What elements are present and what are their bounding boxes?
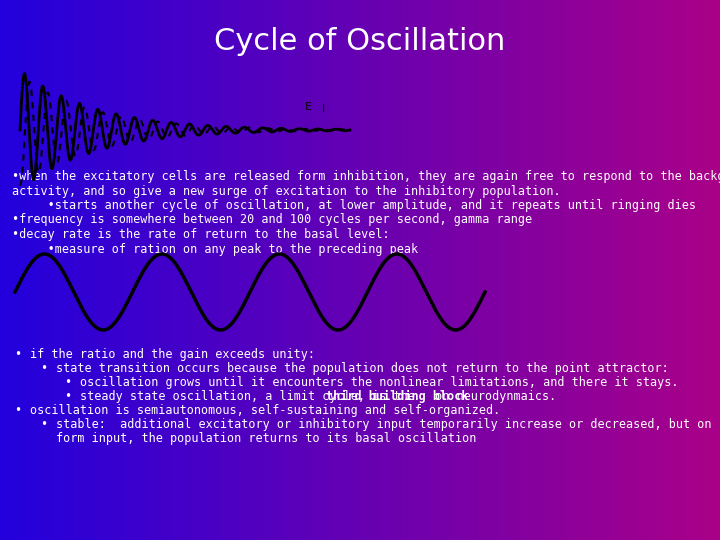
- Text: •: •: [14, 348, 21, 361]
- Text: I: I: [322, 104, 325, 114]
- Text: •when the excitatory cells are released form inhibition, they are again free to : •when the excitatory cells are released …: [12, 170, 720, 183]
- Text: third building block: third building block: [325, 390, 468, 403]
- Text: activity, and so give a new surge of excitation to the inhibitory population.: activity, and so give a new surge of exc…: [12, 185, 561, 198]
- Text: on neurodynmaics.: on neurodynmaics.: [428, 390, 557, 403]
- Text: •frequency is somewhere between 20 and 100 cycles per second, gamma range: •frequency is somewhere between 20 and 1…: [12, 213, 532, 226]
- Text: •: •: [64, 376, 71, 389]
- Text: •measure of ration on any peak to the preceding peak: •measure of ration on any peak to the pr…: [12, 242, 418, 255]
- Text: •: •: [14, 404, 21, 417]
- Text: E: E: [305, 102, 312, 112]
- Text: oscillation is semiautonomous, self-sustaining and self-organized.: oscillation is semiautonomous, self-sust…: [30, 404, 500, 417]
- Text: Cycle of Oscillation: Cycle of Oscillation: [215, 28, 505, 57]
- Text: state transition occurs because the population does not return to the point attr: state transition occurs because the popu…: [56, 362, 669, 375]
- Text: steady state oscillation, a limit cycle, is the: steady state oscillation, a limit cycle,…: [80, 390, 422, 403]
- Text: •: •: [64, 390, 71, 403]
- Text: •starts another cycle of oscillation, at lower amplitude, and it repeats until r: •starts another cycle of oscillation, at…: [12, 199, 696, 212]
- Text: •: •: [40, 362, 47, 375]
- Text: form input, the population returns to its basal oscillation: form input, the population returns to it…: [56, 432, 477, 445]
- Text: oscillation grows until it encounters the nonlinear limitations, and there it st: oscillation grows until it encounters th…: [80, 376, 678, 389]
- Text: stable:  additional excitatory or inhibitory input temporarily increase or decre: stable: additional excitatory or inhibit…: [56, 418, 720, 431]
- Text: •: •: [40, 418, 47, 431]
- Text: •decay rate is the rate of return to the basal level:: •decay rate is the rate of return to the…: [12, 228, 390, 241]
- Text: if the ratio and the gain exceeds unity:: if the ratio and the gain exceeds unity:: [30, 348, 315, 361]
